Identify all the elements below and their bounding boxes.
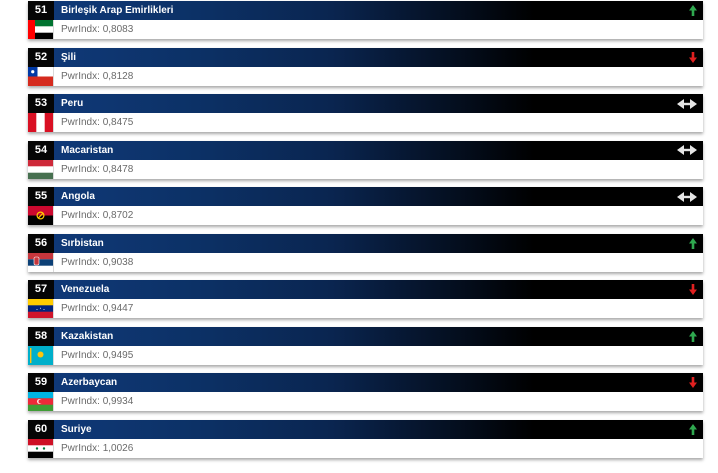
power-index: PwrIndx: 0,9447: [53, 299, 703, 318]
row-header-bar: 58 Kazakistan: [28, 326, 703, 346]
index-label: PwrIndx:: [61, 117, 100, 128]
trend-down-icon: [677, 377, 697, 388]
country-name: Şili: [61, 51, 77, 63]
ranking-row[interactable]: 60 Suriye PwrIndx: 1,0026: [28, 419, 703, 458]
country-name: Kazakistan: [61, 330, 114, 342]
power-index: PwrIndx: 0,9934: [53, 392, 703, 411]
index-label: PwrIndx:: [61, 210, 100, 221]
trend-same-icon: [677, 98, 697, 109]
trend-same-icon: [677, 191, 697, 202]
index-label: PwrIndx:: [61, 163, 100, 175]
peru-flag-icon: [28, 113, 53, 132]
power-index: PwrIndx: 0,8702: [53, 206, 703, 225]
trend-up-icon: [677, 423, 697, 435]
row-header-bar: 52 Şili: [28, 47, 703, 67]
index-label: PwrIndx:: [61, 303, 100, 314]
trend-up-icon: [677, 5, 697, 16]
kazakhstan-flag-icon: [28, 345, 53, 365]
power-index: PwrIndx: 0,9495: [53, 345, 703, 365]
index-label: PwrIndx:: [61, 442, 100, 454]
power-index: PwrIndx: 0,8475: [53, 113, 703, 132]
rank-number: 52: [28, 47, 54, 67]
index-label: PwrIndx:: [61, 70, 100, 82]
trend-up-icon: [677, 330, 697, 342]
angola-flag-icon: [28, 206, 53, 225]
power-index: PwrIndx: 0,8128: [53, 66, 703, 86]
rank-number: 56: [28, 233, 54, 253]
ranking-row[interactable]: 55 Angola PwrIndx: 0,8702: [28, 187, 703, 225]
index-label: PwrIndx:: [61, 396, 100, 407]
index-value: 0,8475: [102, 117, 134, 128]
trend-up-icon: [677, 237, 697, 249]
ranking-row[interactable]: 56 Sırbistan PwrIndx: 0,9038: [28, 233, 703, 272]
row-header-bar: 53 Peru: [28, 94, 703, 113]
row-header-bar: 57 Venezuela: [28, 280, 703, 299]
power-index: PwrIndx: 0,8478: [53, 159, 703, 179]
country-name: Peru: [61, 98, 84, 109]
ranking-row[interactable]: 53 Peru PwrIndx: 0,8475: [28, 94, 703, 132]
index-value: 0,9038: [102, 256, 134, 268]
index-value: 1,0026: [102, 442, 134, 454]
index-label: PwrIndx:: [61, 349, 100, 361]
index-label: PwrIndx:: [61, 24, 100, 35]
index-value: 0,8128: [102, 70, 134, 82]
power-index: PwrIndx: 0,8083: [53, 20, 703, 39]
serbia-flag-icon: [28, 252, 53, 272]
ranking-row[interactable]: 57 Venezuela PwrIndx: 0,9447: [28, 280, 703, 318]
uae-flag-icon: [28, 20, 53, 39]
row-header-bar: 54 Macaristan: [28, 140, 703, 160]
ranking-row[interactable]: 52 Şili PwrIndx: 0,8128: [28, 47, 703, 86]
power-index: PwrIndx: 0,9038: [53, 252, 703, 272]
ranking-row[interactable]: 59 Azerbaycan PwrIndx: 0,9934: [28, 373, 703, 411]
index-value: 0,8702: [102, 210, 134, 221]
venezuela-flag-icon: [28, 299, 53, 318]
power-ranking-list: 51 Birleşik Arap Emirlikleri PwrIndx: 0,…: [28, 1, 703, 466]
syria-flag-icon: [28, 438, 53, 458]
trend-down-icon: [677, 284, 697, 295]
row-header-bar: 60 Suriye: [28, 419, 703, 439]
index-value: 0,9495: [102, 349, 134, 361]
index-value: 0,9447: [102, 303, 134, 314]
ranking-row[interactable]: 54 Macaristan PwrIndx: 0,8478: [28, 140, 703, 179]
rank-number: 53: [28, 94, 54, 113]
ranking-row[interactable]: 58 Kazakistan PwrIndx: 0,9495: [28, 326, 703, 365]
country-name: Suriye: [61, 423, 92, 435]
country-name: Macaristan: [61, 144, 114, 156]
index-value: 0,9934: [102, 396, 134, 407]
row-header-bar: 56 Sırbistan: [28, 233, 703, 253]
row-header-bar: 59 Azerbaycan: [28, 373, 703, 392]
row-header-bar: 51 Birleşik Arap Emirlikleri: [28, 1, 703, 20]
index-label: PwrIndx:: [61, 256, 100, 268]
rank-number: 57: [28, 280, 54, 299]
row-header-bar: 55 Angola: [28, 187, 703, 206]
chile-flag-icon: [28, 66, 53, 86]
country-name: Sırbistan: [61, 237, 104, 249]
rank-number: 54: [28, 140, 54, 160]
trend-down-icon: [677, 51, 697, 63]
trend-same-icon: [677, 145, 697, 156]
azerbaijan-flag-icon: [28, 392, 53, 411]
rank-number: 58: [28, 326, 54, 346]
rank-number: 59: [28, 373, 54, 392]
country-name: Birleşik Arap Emirlikleri: [61, 5, 174, 16]
rank-number: 55: [28, 187, 54, 206]
hungary-flag-icon: [28, 159, 53, 179]
country-name: Venezuela: [61, 284, 110, 295]
index-value: 0,8083: [102, 24, 134, 35]
rank-number: 51: [28, 1, 54, 20]
rank-number: 60: [28, 419, 54, 439]
country-name: Angola: [61, 191, 95, 202]
ranking-row[interactable]: 51 Birleşik Arap Emirlikleri PwrIndx: 0,…: [28, 1, 703, 39]
power-index: PwrIndx: 1,0026: [53, 438, 703, 458]
index-value: 0,8478: [102, 163, 134, 175]
country-name: Azerbaycan: [61, 377, 118, 388]
